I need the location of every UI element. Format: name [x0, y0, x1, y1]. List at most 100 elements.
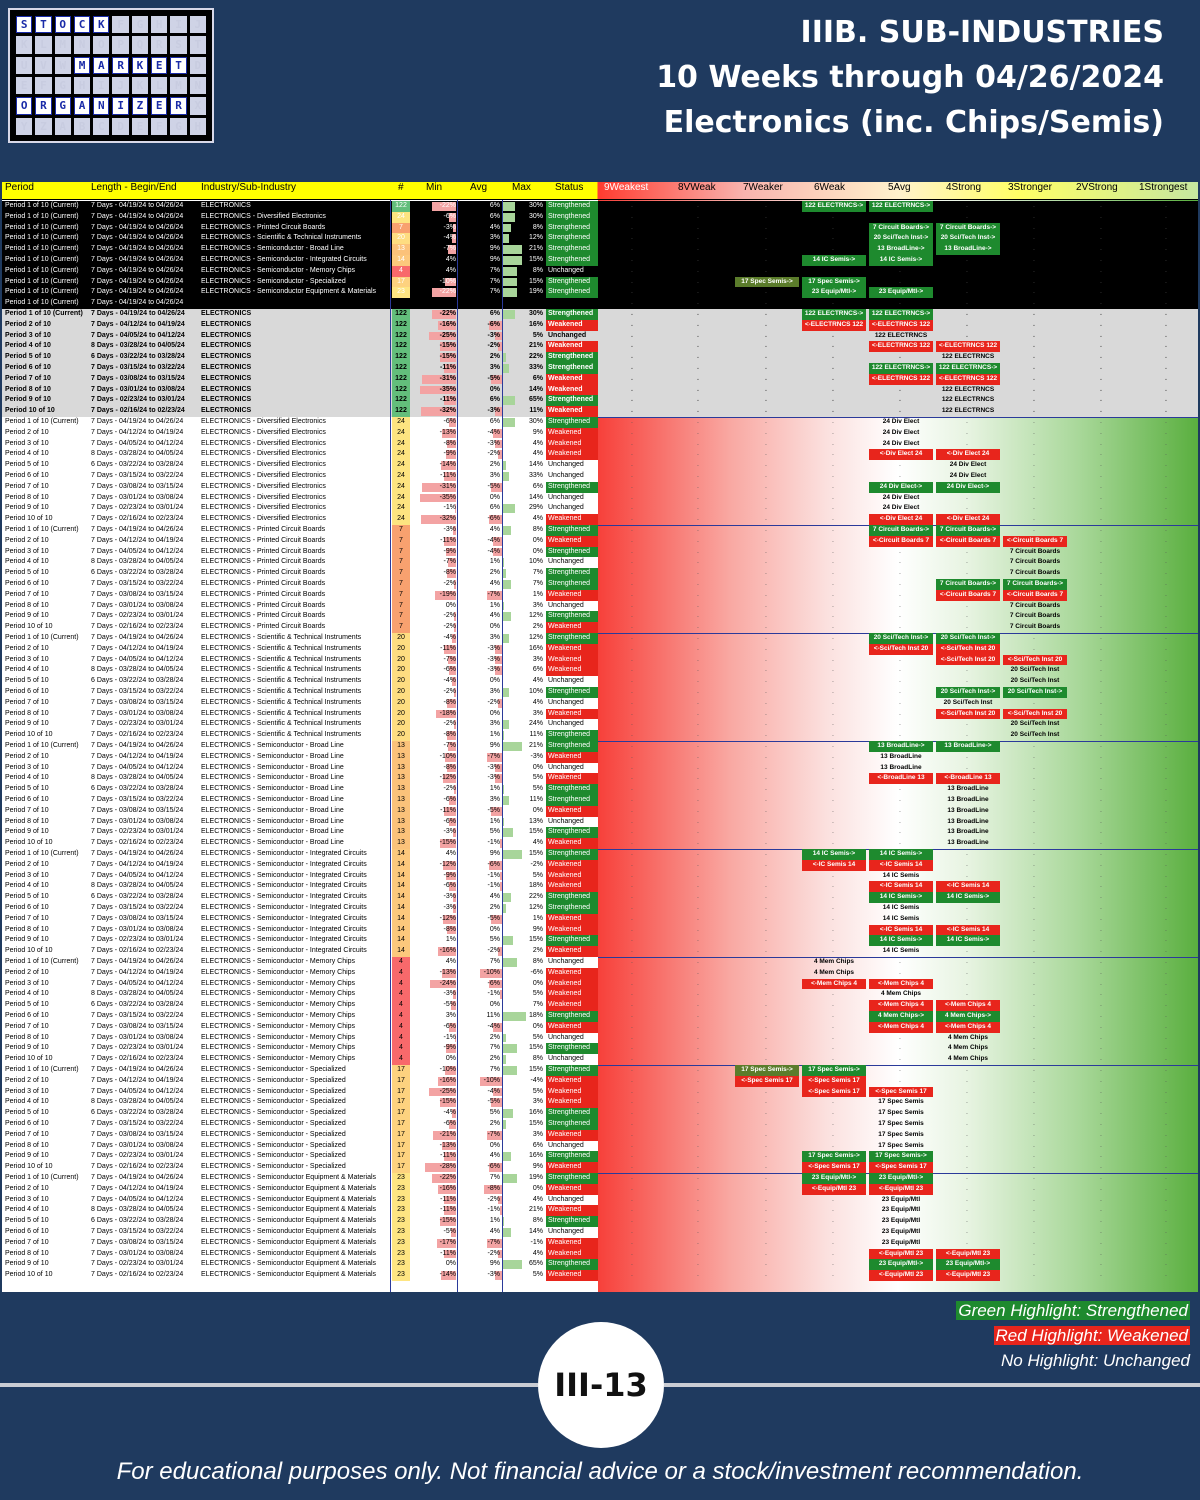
bucket-label: 13 BroadLine->	[936, 741, 1000, 752]
max-cell: 16%	[528, 320, 543, 328]
empty-bucket-dot: .	[966, 1120, 968, 1127]
table-row: Period 4 of 10 8 Days - 03/28/24 to 04/05…	[2, 341, 1198, 353]
row-bg	[2, 913, 598, 925]
status-cell: Strengthened	[546, 741, 598, 752]
empty-bucket-dot: .	[966, 288, 968, 296]
bucket-label: 17 Spec Semis->	[802, 1151, 866, 1163]
empty-bucket-dot: .	[697, 1130, 699, 1138]
empty-bucket-dot: .	[697, 1044, 699, 1052]
empty-bucket-dot: .	[966, 601, 968, 609]
period-cell: Period 2 of 10	[5, 1076, 49, 1084]
empty-bucket-dot: .	[765, 1174, 767, 1181]
period-cell: Period 4 of 10	[5, 666, 49, 674]
empty-bucket-dot: .	[765, 893, 767, 901]
min-bar	[443, 1249, 456, 1259]
length-cell: 6 Days - 03/22/24 to 03/28/24	[91, 353, 185, 361]
min-bar	[447, 569, 456, 578]
length-cell: 7 Days - 03/15/24 to 03/22/24	[91, 1120, 184, 1127]
min-bar	[428, 1087, 456, 1097]
min-bar	[443, 1152, 456, 1162]
empty-bucket-dot: .	[1033, 1076, 1035, 1084]
empty-bucket-dot: .	[1033, 212, 1035, 220]
avg-bar	[502, 731, 505, 740]
empty-bucket-dot: .	[1033, 1271, 1035, 1279]
industry-cell: ELECTRONICS - Semiconductor - Integrated…	[201, 914, 367, 922]
count-cell: 14	[392, 870, 410, 882]
avg-bar	[502, 234, 509, 244]
status-cell: Strengthened	[546, 201, 598, 212]
empty-bucket-dot: .	[832, 1012, 834, 1019]
empty-bucket-dot: .	[1033, 1238, 1035, 1246]
bucket-label: 23 Equip/Mtl	[881, 1195, 921, 1203]
min-cell: -11%	[440, 806, 456, 814]
status-cell: Strengthened	[546, 546, 598, 558]
length-cell: 7 Days - 02/16/24 to 02/23/24	[91, 731, 184, 739]
bucket-label: 24 Div Elect	[882, 212, 920, 220]
max-cell: 10%	[528, 558, 543, 566]
empty-bucket-dot: .	[1100, 968, 1102, 976]
empty-bucket-dot: .	[1165, 1130, 1167, 1138]
count-cell: 24	[392, 492, 410, 504]
min-cell: -9%	[443, 871, 456, 879]
row-bg	[2, 1270, 598, 1281]
period-cell: Period 10 of 10	[5, 731, 53, 739]
empty-bucket-dot: .	[1100, 1098, 1102, 1106]
empty-bucket-dot: .	[832, 1001, 834, 1009]
bucket-label: 4 Mem Chips->	[936, 1011, 1000, 1022]
avg-bar	[488, 979, 502, 989]
empty-bucket-dot: .	[832, 1249, 834, 1257]
avg-cell: -6%	[487, 979, 500, 987]
column-header: Max	[512, 182, 531, 193]
empty-bucket-dot: .	[1033, 1066, 1035, 1073]
logo-filler: H	[73, 77, 91, 95]
logo-filler: J	[189, 16, 206, 34]
status-cell: Strengthened	[546, 395, 598, 407]
avg-cell: -2%	[487, 342, 500, 350]
empty-bucket-dot: .	[1100, 655, 1102, 663]
period-cell: Period 9 of 10	[5, 1260, 49, 1268]
empty-bucket-dot: .	[832, 666, 834, 674]
title-line-3: Electronics (inc. Chips/Semis)	[663, 105, 1164, 140]
status-cell: Unchanged	[548, 461, 584, 469]
bucket-label: <-ELECTRNCS 122	[802, 319, 866, 331]
empty-bucket-dot: .	[832, 785, 834, 793]
empty-bucket-dot: .	[1165, 418, 1167, 425]
period-cell: Period 8 of 10	[5, 817, 49, 825]
empty-bucket-dot: .	[1033, 644, 1035, 652]
avg-bar	[502, 936, 513, 946]
empty-bucket-dot: .	[697, 904, 699, 911]
status-cell: Unchanged	[548, 1141, 584, 1149]
empty-bucket-dot: .	[1100, 958, 1102, 965]
max-cell: 7%	[532, 580, 543, 587]
table-row: Period 7 of 10 7 Days - 03/08/24 to 03/15…	[2, 697, 1198, 709]
length-cell: 7 Days - 02/16/24 to 02/23/24	[91, 623, 184, 631]
min-bar	[448, 742, 456, 751]
table-row: Period 2 of 10 7 Days - 04/12/24 to 04/19…	[2, 1183, 1198, 1195]
column-rule	[390, 200, 391, 1292]
table-row: Period 5 of 10 6 Days - 03/22/24 to 03/28…	[2, 1000, 1198, 1011]
status-cell: Weakened	[546, 946, 598, 957]
empty-bucket-dot: .	[832, 925, 834, 933]
min-cell: -12%	[439, 860, 456, 868]
bucket-label: 122 ELECTRNCS->	[802, 309, 866, 320]
logo-filler: E	[131, 117, 149, 135]
bucket-label: 7 Circuit Boards	[1009, 569, 1061, 577]
empty-bucket-dot: .	[899, 472, 901, 479]
avg-cell: 3%	[489, 720, 500, 728]
empty-bucket-dot: .	[1165, 990, 1167, 998]
empty-bucket-dot: .	[1100, 450, 1102, 458]
count-cell: 17	[392, 1119, 410, 1130]
bucket-label: <-Spec Semis 17	[869, 1162, 933, 1173]
empty-bucket-dot: .	[631, 569, 633, 577]
table-row: Period 5 of 10 6 Days - 03/22/24 to 03/28…	[2, 892, 1198, 903]
avg-cell: -3%	[487, 763, 500, 771]
min-cell: -10%	[439, 1066, 456, 1073]
period-cell: Period 4 of 10	[5, 882, 49, 890]
empty-bucket-dot: .	[765, 806, 767, 814]
logo-filler: L	[35, 36, 52, 54]
empty-bucket-dot: .	[697, 655, 699, 663]
empty-bucket-dot: .	[631, 1130, 633, 1138]
bucket-label: <-Mem Chips 4	[869, 978, 933, 990]
row-bg	[2, 1205, 598, 1217]
count-cell: 122	[392, 330, 410, 342]
